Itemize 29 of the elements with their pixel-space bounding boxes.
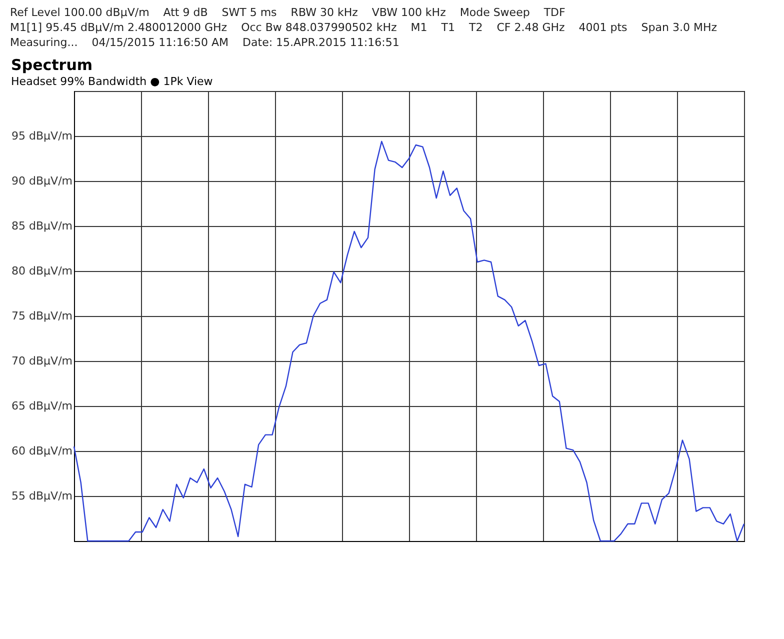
text: T1 xyxy=(441,21,455,34)
y-tick-label: 60 dBµV/m xyxy=(12,444,72,458)
text: Mode Sweep xyxy=(460,6,530,19)
text: 4001 pts xyxy=(578,21,628,34)
chart-subtitle: Headset 99% Bandwidth ● 1Pk View xyxy=(11,75,213,88)
text: CF 2.48 GHz xyxy=(496,21,565,34)
text: VBW 100 kHz xyxy=(372,6,446,19)
text: SWT 5 ms xyxy=(222,6,277,19)
text: Span 3.0 MHz xyxy=(641,21,717,34)
y-tick-label: 55 dBµV/m xyxy=(12,490,72,502)
y-tick-label: 70 dBµV/m xyxy=(12,354,72,368)
text: Ref Level 100.00 dBµV/m xyxy=(10,6,150,19)
y-tick-label: 80 dBµV/m xyxy=(12,264,72,278)
y-tick-label: 85 dBµV/m xyxy=(12,220,72,232)
text: T2 xyxy=(468,21,483,34)
y-tick-label: 75 dBµV/m xyxy=(12,310,72,322)
y-tick-label: 90 dBµV/m xyxy=(12,174,72,188)
text: RBW 30 kHz xyxy=(290,6,358,19)
text: 04/15/2015 11:16:50 AM xyxy=(92,36,229,49)
text: Occ Bw 848.037990502 kHz xyxy=(241,21,397,34)
text: M1 xyxy=(410,21,428,34)
text: TDF xyxy=(544,6,566,19)
text: Measuring... xyxy=(10,36,78,49)
text: M1[1] 95.45 dBµV/m 2.480012000 GHz xyxy=(10,21,228,34)
text: Date: 15.APR.2015 11:16:51 xyxy=(242,36,400,49)
chart-title: Spectrum xyxy=(11,56,93,74)
y-tick-label: 65 dBµV/m xyxy=(12,400,72,412)
y-tick-label: 95 dBµV/m xyxy=(12,130,72,142)
text: Att 9 dB xyxy=(163,6,208,19)
